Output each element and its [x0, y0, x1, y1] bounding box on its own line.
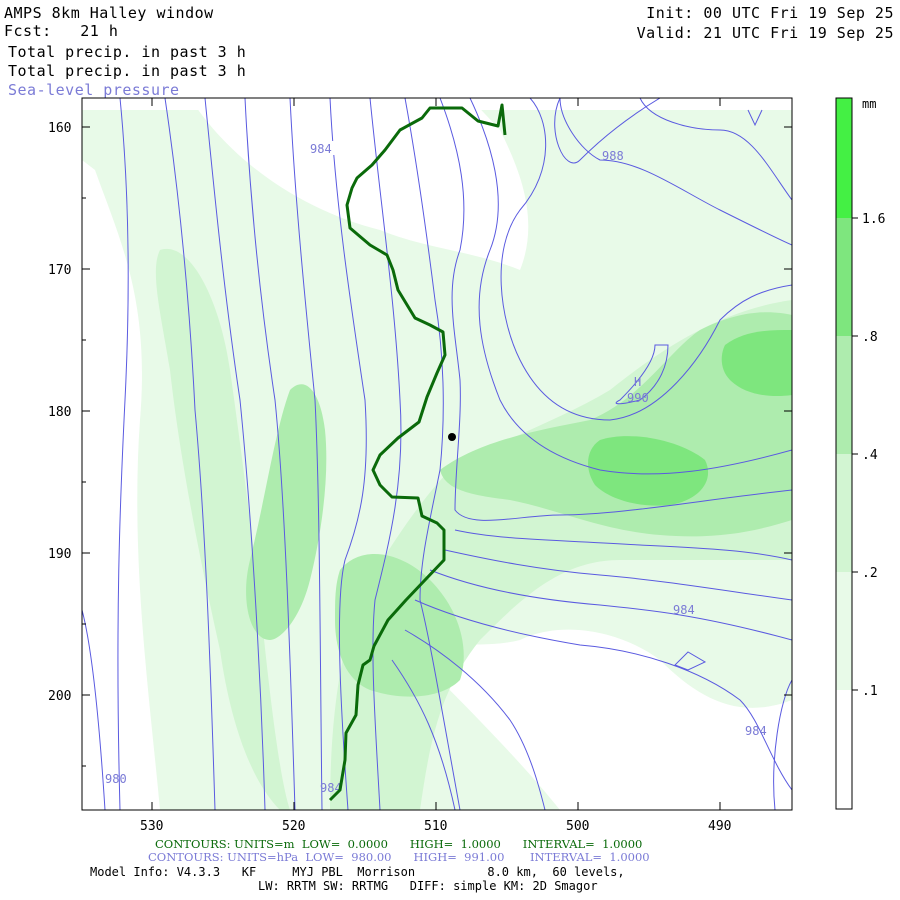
isobars	[82, 98, 792, 810]
isobar-line	[391, 659, 456, 810]
contour-info-green: CONTOURS: UNITS=m LOW= 0.0000 HIGH= 1.00…	[155, 838, 642, 851]
x-axis-labels: 530 520 510 500 490	[140, 819, 731, 834]
isobar-label: 988	[602, 149, 624, 163]
forecast-label: Fcst: 21 h	[4, 22, 118, 40]
isobar-line	[404, 98, 461, 810]
colorbar-label: .1	[862, 684, 878, 699]
contour-low: CONTOURS: UNITS=m LOW= 0.0000	[155, 837, 388, 851]
isobar-line	[444, 549, 792, 601]
precip-area-high	[246, 384, 327, 640]
colorbar-unit: mm	[862, 97, 876, 111]
model-info: Model Info: V4.3.3 KF MYJ PBL Morrison 8…	[90, 865, 625, 879]
contour-high: HIGH= 991.00	[413, 850, 505, 864]
isobar-line	[404, 629, 546, 810]
isobar-line	[439, 98, 792, 521]
init-time: Init: 00 UTC Fri 19 Sep 25	[646, 4, 894, 22]
precip-shading	[82, 98, 792, 810]
contour-interval: INTERVAL= 1.0000	[530, 850, 650, 864]
physics-info: LW: RRTM SW: RRTMG DIFF: simple KM: 2D S…	[258, 879, 598, 893]
isobar-line	[674, 651, 707, 671]
station-marker	[448, 433, 456, 441]
colorbar-segment	[836, 218, 852, 336]
colorbar-label: .4	[862, 448, 878, 463]
isobar-label: 984	[745, 724, 767, 738]
coastline-contour	[328, 103, 507, 802]
colorbar-segment	[836, 454, 852, 572]
colorbar-label: 1.6	[862, 212, 885, 227]
y-tick-label: 200	[48, 689, 71, 704]
x-tick-label: 520	[282, 819, 305, 834]
precip-area-mid	[155, 248, 792, 810]
isobar-label: 990	[627, 391, 649, 405]
isobar-line	[329, 98, 367, 810]
field-label-2: Total precip. in past 3 h	[8, 62, 247, 80]
isobar-line	[469, 98, 792, 475]
isobar-line	[639, 98, 792, 201]
x-tick-label: 510	[424, 819, 447, 834]
y-axis-labels: 160 170 180 190 200	[48, 121, 71, 704]
isobar-line	[747, 109, 763, 127]
isobar-line	[289, 98, 323, 810]
isobar-line	[429, 569, 792, 641]
isobar-line	[554, 98, 661, 164]
colorbar: mm 1.6 .8 .4 .2 .1	[835, 97, 885, 810]
isobar-line	[500, 98, 792, 421]
isobar-line	[369, 98, 402, 810]
isobar-line	[559, 98, 792, 246]
isobar-line	[164, 98, 216, 810]
isobar-label: 980	[105, 772, 127, 786]
colorbar-segment	[836, 572, 852, 690]
fcst-label: Fcst:	[4, 22, 52, 40]
contour-low: CONTOURS: UNITS=hPa LOW= 980.00	[148, 850, 392, 864]
isobar-line	[414, 599, 792, 791]
isobar-line	[244, 98, 296, 810]
field-label-1: Total precip. in past 3 h	[8, 43, 247, 61]
isobar-labels: 984 988 990 984 984 984 980 H	[105, 141, 767, 795]
contour-info-blue: CONTOURS: UNITS=hPa LOW= 980.00 HIGH= 99…	[148, 851, 650, 864]
y-tick-label: 190	[48, 547, 71, 562]
colorbar-label: .2	[862, 566, 878, 581]
x-tick-label: 530	[140, 819, 163, 834]
valid-time: Valid: 21 UTC Fri 19 Sep 25	[636, 24, 894, 42]
field-label-3: Sea-level pressure	[8, 81, 180, 99]
contour-interval: INTERVAL= 1.0000	[522, 837, 643, 851]
precip-area-max	[588, 436, 709, 506]
isobar-line	[773, 679, 792, 810]
isobar-line	[117, 98, 129, 810]
colorbar-segment	[836, 336, 852, 454]
y-axis-ticks	[82, 126, 792, 767]
contour-high: HIGH= 1.0000	[409, 837, 501, 851]
isobar-line	[454, 529, 792, 561]
colorbar-segment	[836, 98, 852, 218]
colorbar-segment	[836, 690, 852, 809]
x-tick-label: 490	[708, 819, 731, 834]
isobar-line	[204, 98, 266, 810]
y-tick-label: 160	[48, 121, 71, 136]
isobar-line	[615, 344, 669, 405]
map-title: AMPS 8km Halley window	[4, 4, 214, 22]
y-tick-label: 170	[48, 263, 71, 278]
x-axis-ticks	[151, 98, 721, 810]
isobar-line	[82, 609, 106, 810]
x-tick-label: 500	[566, 819, 589, 834]
map-frame	[81, 97, 793, 811]
isobar-label: 984	[673, 603, 695, 617]
high-pressure-marker: H	[634, 375, 641, 389]
isobar-label: 984	[310, 142, 332, 156]
isobar-label: 984	[320, 781, 342, 795]
y-tick-label: 180	[48, 405, 71, 420]
fcst-value: 21 h	[80, 22, 119, 40]
colorbar-label: .8	[862, 330, 878, 345]
